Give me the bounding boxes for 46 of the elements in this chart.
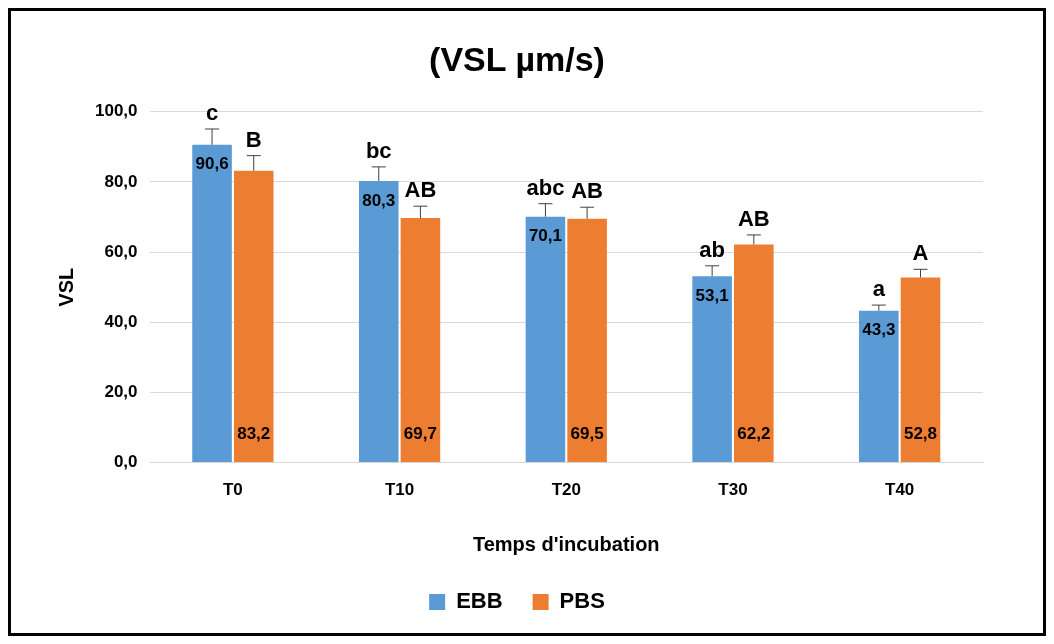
data-label: 52,8: [903, 424, 938, 444]
bar: [692, 276, 732, 463]
bar: [734, 244, 774, 463]
x-tick-label: T40: [885, 480, 915, 500]
legend-label: PBS: [559, 588, 605, 614]
bar: [358, 180, 399, 463]
chart-title: (VSL µm/s): [429, 39, 605, 78]
annotation: abc: [526, 174, 565, 200]
y-tick-label: 40,0: [104, 311, 138, 331]
data-label: 69,7: [403, 424, 437, 444]
data-label: 70,1: [528, 226, 562, 246]
data-label: 53,1: [695, 286, 729, 306]
annotation: c: [205, 100, 219, 126]
x-tick-label: T20: [551, 480, 581, 500]
x-tick-label: T0: [222, 480, 243, 500]
y-tick-label: 60,0: [104, 241, 138, 261]
annotation: A: [912, 240, 929, 266]
x-axis-title: Temps d'incubation: [472, 532, 660, 555]
bar: [525, 216, 566, 463]
legend-label: EBB: [456, 588, 503, 614]
annotation: bc: [365, 137, 392, 163]
data-label: 69,5: [570, 424, 604, 444]
bar: [900, 277, 941, 463]
annotation: ab: [699, 236, 725, 262]
annotation: B: [245, 126, 262, 152]
data-label: 90,6: [195, 154, 229, 174]
y-tick-label: 80,0: [104, 171, 138, 191]
y-axis-title: VSL: [54, 267, 77, 307]
annotation: AB: [571, 178, 603, 204]
annotation: AB: [404, 177, 437, 203]
y-tick-label: 20,0: [104, 382, 138, 402]
x-tick-label: T10: [384, 480, 415, 500]
data-label: 62,2: [737, 424, 771, 444]
data-label: 43,3: [862, 320, 896, 340]
annotation: AB: [737, 205, 770, 231]
annotation: a: [872, 276, 886, 302]
bar: [233, 170, 274, 463]
y-tick-label: 0,0: [113, 452, 138, 472]
bar: [567, 218, 607, 463]
data-label: 80,3: [362, 190, 396, 210]
data-label: 83,2: [237, 424, 271, 444]
bar: [192, 144, 232, 463]
bar: [400, 218, 441, 463]
y-tick-label: 100,0: [94, 101, 138, 121]
bar: [859, 310, 899, 463]
x-tick-label: T30: [718, 480, 748, 500]
